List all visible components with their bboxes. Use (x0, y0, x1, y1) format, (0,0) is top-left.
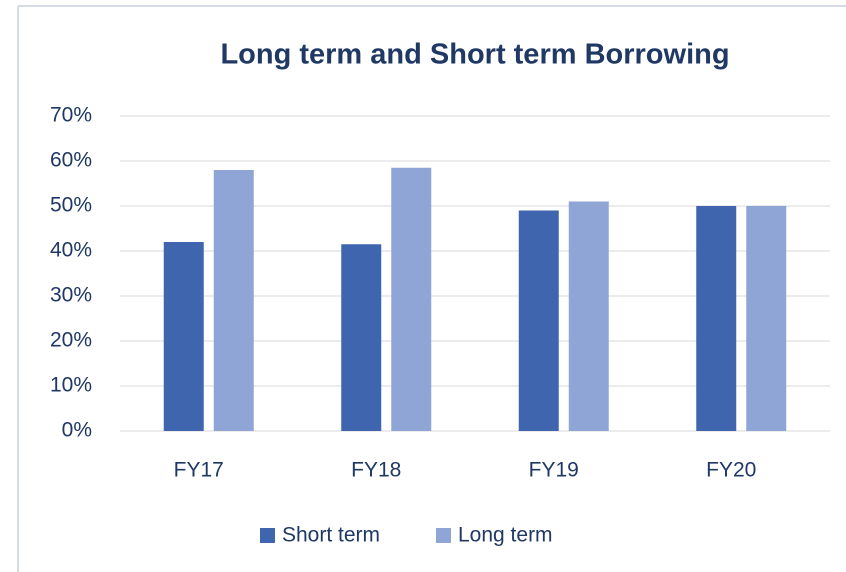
bar (746, 206, 787, 431)
chart-title: Long term and Short term Borrowing (220, 39, 729, 71)
y-tick-label: 10% (50, 374, 92, 397)
y-tick-label: 0% (62, 419, 92, 442)
x-tick-label: FY18 (351, 459, 401, 482)
legend-swatch (436, 528, 451, 543)
x-tick-label: FY20 (706, 459, 756, 482)
y-tick-label: 70% (50, 104, 92, 127)
y-tick-label: 60% (50, 149, 92, 172)
legend-label: Short term (282, 524, 380, 547)
y-tick-label: 40% (50, 239, 92, 262)
y-tick-label: 20% (50, 329, 92, 352)
x-tick-label: FY19 (529, 459, 579, 482)
bar (518, 210, 559, 431)
bar (163, 242, 204, 431)
x-tick-label: FY17 (174, 459, 224, 482)
y-tick-label: 30% (50, 284, 92, 307)
y-tick-label: 50% (50, 194, 92, 217)
legend-swatch (260, 528, 275, 543)
bar (696, 206, 737, 431)
bar (213, 170, 254, 431)
bar (341, 244, 382, 431)
bar (391, 167, 432, 431)
legend-label: Long term (458, 524, 553, 547)
bar (568, 201, 609, 431)
